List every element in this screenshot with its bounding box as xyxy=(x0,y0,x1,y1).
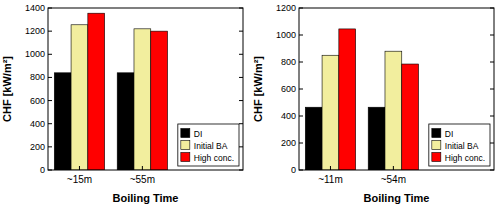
y-tick-right xyxy=(239,31,243,32)
bar xyxy=(88,13,105,170)
y-tick xyxy=(299,89,303,90)
bar xyxy=(322,55,339,170)
legend: DI Initial BA High conc. xyxy=(429,124,490,166)
x-tick xyxy=(393,166,394,170)
y-tick-label: 1000 xyxy=(25,49,45,59)
legend: DI Initial BA High conc. xyxy=(178,124,239,166)
y-tick-label: 800 xyxy=(30,72,45,82)
bar xyxy=(402,64,419,170)
y-tick-label: 600 xyxy=(30,96,45,106)
legend-label: Initial BA xyxy=(194,141,228,151)
bar xyxy=(151,31,168,170)
legend-swatch xyxy=(181,153,190,162)
legend-swatch xyxy=(181,129,190,138)
y-tick-label: 1200 xyxy=(25,26,45,36)
y-tick xyxy=(299,62,303,63)
y-tick xyxy=(48,54,52,55)
legend-label: DI xyxy=(445,129,454,139)
y-tick xyxy=(48,31,52,32)
x-tick-label: ~54m xyxy=(381,174,406,185)
panel: DI Initial BA High conc. 0 200 400 600 800 1000 1… xyxy=(252,3,494,204)
y-tick-right xyxy=(490,8,494,9)
x-tick xyxy=(330,166,331,170)
bar xyxy=(385,51,402,170)
y-tick-right xyxy=(490,35,494,36)
legend-swatch xyxy=(432,153,441,162)
y-tick-label: 600 xyxy=(281,84,296,94)
y-tick-right xyxy=(490,170,494,171)
legend-box xyxy=(429,124,490,166)
x-tick xyxy=(79,166,80,170)
y-tick-right xyxy=(490,62,494,63)
y-tick-label: 1400 xyxy=(25,3,45,13)
y-tick-right xyxy=(239,8,243,9)
y-tick xyxy=(48,123,52,124)
legend-label: Initial BA xyxy=(445,141,479,151)
bars xyxy=(54,13,167,170)
y-tick-right xyxy=(239,77,243,78)
y-tick xyxy=(299,35,303,36)
y-tick xyxy=(299,8,303,9)
y-tick xyxy=(48,77,52,78)
y-tick-right xyxy=(490,89,494,90)
y-tick-label: 1000 xyxy=(276,30,296,40)
figure: DI Initial BA High conc. 0 200 400 600 800 1000 1… xyxy=(0,0,502,218)
y-tick-label: 1200 xyxy=(276,3,296,13)
legend-swatch xyxy=(432,129,441,138)
bar xyxy=(305,107,322,170)
bar xyxy=(368,107,385,170)
y-tick xyxy=(299,143,303,144)
y-tick-right xyxy=(239,54,243,55)
x-axis-label: Boiling Time xyxy=(364,192,430,204)
x-tick-label: ~15m xyxy=(67,174,92,185)
bar xyxy=(71,25,88,170)
y-tick xyxy=(48,8,52,9)
y-tick-label: 200 xyxy=(281,138,296,148)
legend-box xyxy=(178,124,239,166)
y-tick xyxy=(48,100,52,101)
panel: DI Initial BA High conc. 0 200 400 600 800 1000 1… xyxy=(1,3,243,204)
y-tick-label: 400 xyxy=(281,111,296,121)
bar xyxy=(117,73,134,170)
legend-label: DI xyxy=(194,129,203,139)
y-tick-label: 0 xyxy=(291,165,296,175)
y-tick-right xyxy=(490,116,494,117)
x-tick-label: ~11m xyxy=(318,174,343,185)
plot-frame xyxy=(299,8,494,170)
legend-label: High conc. xyxy=(445,153,485,163)
y-tick-label: 200 xyxy=(30,142,45,152)
x-tick xyxy=(142,166,143,170)
y-tick xyxy=(48,146,52,147)
legend-swatch xyxy=(181,141,190,150)
bar xyxy=(54,73,71,170)
x-tick-label: ~55m xyxy=(130,174,155,185)
x-axis-label: Boiling Time xyxy=(113,192,179,204)
y-tick xyxy=(299,116,303,117)
legend-swatch xyxy=(432,141,441,150)
bar xyxy=(134,29,151,170)
y-tick-label: 400 xyxy=(30,119,45,129)
y-tick-label: 0 xyxy=(40,165,45,175)
y-tick xyxy=(299,170,303,171)
y-tick-right xyxy=(239,100,243,101)
y-tick xyxy=(48,170,52,171)
legend-label: High conc. xyxy=(194,153,234,163)
bar xyxy=(339,29,356,170)
y-axis-label: CHF [kW/m²] xyxy=(252,56,264,122)
bars xyxy=(305,29,418,170)
y-tick-right xyxy=(239,170,243,171)
y-tick-right xyxy=(239,123,243,124)
y-tick-right xyxy=(490,143,494,144)
y-axis-label: CHF [kW/m²] xyxy=(1,56,13,122)
y-tick-right xyxy=(239,146,243,147)
plot-frame xyxy=(48,8,243,170)
y-tick-label: 800 xyxy=(281,57,296,67)
